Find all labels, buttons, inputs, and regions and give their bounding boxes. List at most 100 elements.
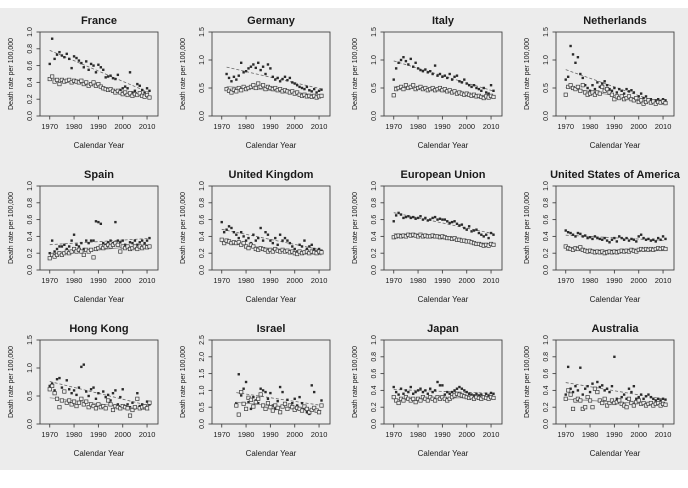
y-tick-label: 1.0 [543,181,550,191]
data-point-filled [87,241,90,245]
data-point-filled [426,219,429,222]
data-point-filled [239,231,243,234]
y-tick-label: 0.0 [27,419,34,429]
x-tick-label: 2010 [139,122,156,131]
data-point-open [72,246,77,252]
data-point-filled [131,241,134,245]
data-point-open [575,84,580,89]
data-point-filled [97,220,100,224]
data-point-filled [249,407,253,411]
y-tick-label: 0.0 [199,265,206,275]
y-tick-label: 0.8 [27,198,34,208]
data-point-filled [266,397,270,400]
data-point-filled [269,67,272,70]
data-point-filled [94,220,98,223]
data-point-filled [320,399,323,402]
data-point-filled [409,216,412,220]
subplot-united-kingdom: United Kingdom 1970 1980 1990 2000 2010 Calend… [172,162,344,316]
data-point-filled [579,232,582,236]
x-axis: 1970 1980 1990 2000 2010 Calendar Year [213,270,327,304]
data-point-open [67,398,72,403]
data-point-open [391,93,396,98]
data-point-open [639,98,644,103]
data-point-filled [610,385,614,388]
data-point-filled [571,53,575,56]
x-tick-label: 1970 [385,122,402,131]
data-point-filled [58,245,61,248]
data-point-filled [574,61,577,64]
data-point-filled [605,239,609,242]
data-point-filled [630,237,633,241]
y-tick-label: 0.6 [543,215,550,225]
data-point-filled [603,80,606,83]
y-tick-label: 0.8 [199,198,206,208]
x-tick-label: 2000 [286,430,303,439]
data-point-filled [133,239,137,242]
x-tick-label: 1980 [66,430,83,439]
x-tick-label: 2000 [630,122,647,131]
data-point-filled [104,395,107,399]
x-tick-label: 1990 [262,430,279,439]
x-tick-label: 1980 [582,276,599,285]
data-point-filled [320,88,323,91]
x-tick-label: 1990 [262,276,279,285]
data-point-open [47,387,52,392]
data-point-open [290,405,295,410]
data-point-filled [465,228,468,231]
data-point-filled [82,363,85,366]
data-point-open [135,246,140,252]
data-point-filled [593,87,597,91]
data-point-filled [564,229,567,232]
x-tick-label: 2000 [114,430,131,439]
series-open-squares [47,74,152,100]
plot-title: Germany [247,15,296,27]
y-axis-title: Death rate per 100,000 [352,192,359,264]
data-point-filled [664,99,667,102]
data-point-filled [446,220,449,223]
data-point-filled [421,218,425,221]
series-filled-points [235,373,323,416]
plot-title: Netherlands [583,15,647,27]
data-point-open [319,93,324,98]
data-point-filled [654,399,657,402]
data-point-open [396,400,401,406]
data-point-filled [637,95,640,98]
y-tick-label: 0.0 [543,419,550,429]
data-point-filled [487,394,490,397]
data-point-open [57,405,62,410]
y-tick-label: 0.8 [543,198,550,208]
x-tick-label: 1980 [238,430,255,439]
data-point-filled [402,56,405,59]
data-point-filled [109,239,112,242]
x-axis-title: Calendar Year [590,141,641,150]
data-point-open [132,405,137,410]
data-point-filled [475,392,478,395]
data-point-filled [286,398,289,402]
data-point-filled [571,390,575,394]
data-point-filled [586,236,589,240]
data-point-filled [574,385,577,388]
data-point-filled [63,243,66,246]
data-point-filled [409,57,412,61]
data-point-filled [50,382,54,385]
data-point-filled [414,217,417,220]
data-point-filled [55,378,59,381]
plot-box [555,339,675,425]
data-point-open [52,391,57,396]
data-point-filled [484,91,488,94]
data-point-open [268,405,273,410]
data-point-filled [288,76,292,80]
data-point-filled [407,215,410,218]
data-point-open [270,249,275,254]
data-point-filled [583,387,587,390]
data-point-open [411,83,416,88]
data-point-filled [394,390,398,394]
data-point-filled [50,37,54,40]
data-point-filled [632,91,636,94]
x-tick-label: 2010 [655,430,672,439]
data-point-open [86,405,91,410]
data-point-filled [148,89,151,92]
data-point-filled [136,82,139,86]
data-point-open [251,244,256,249]
x-tick-label: 2010 [655,122,672,131]
